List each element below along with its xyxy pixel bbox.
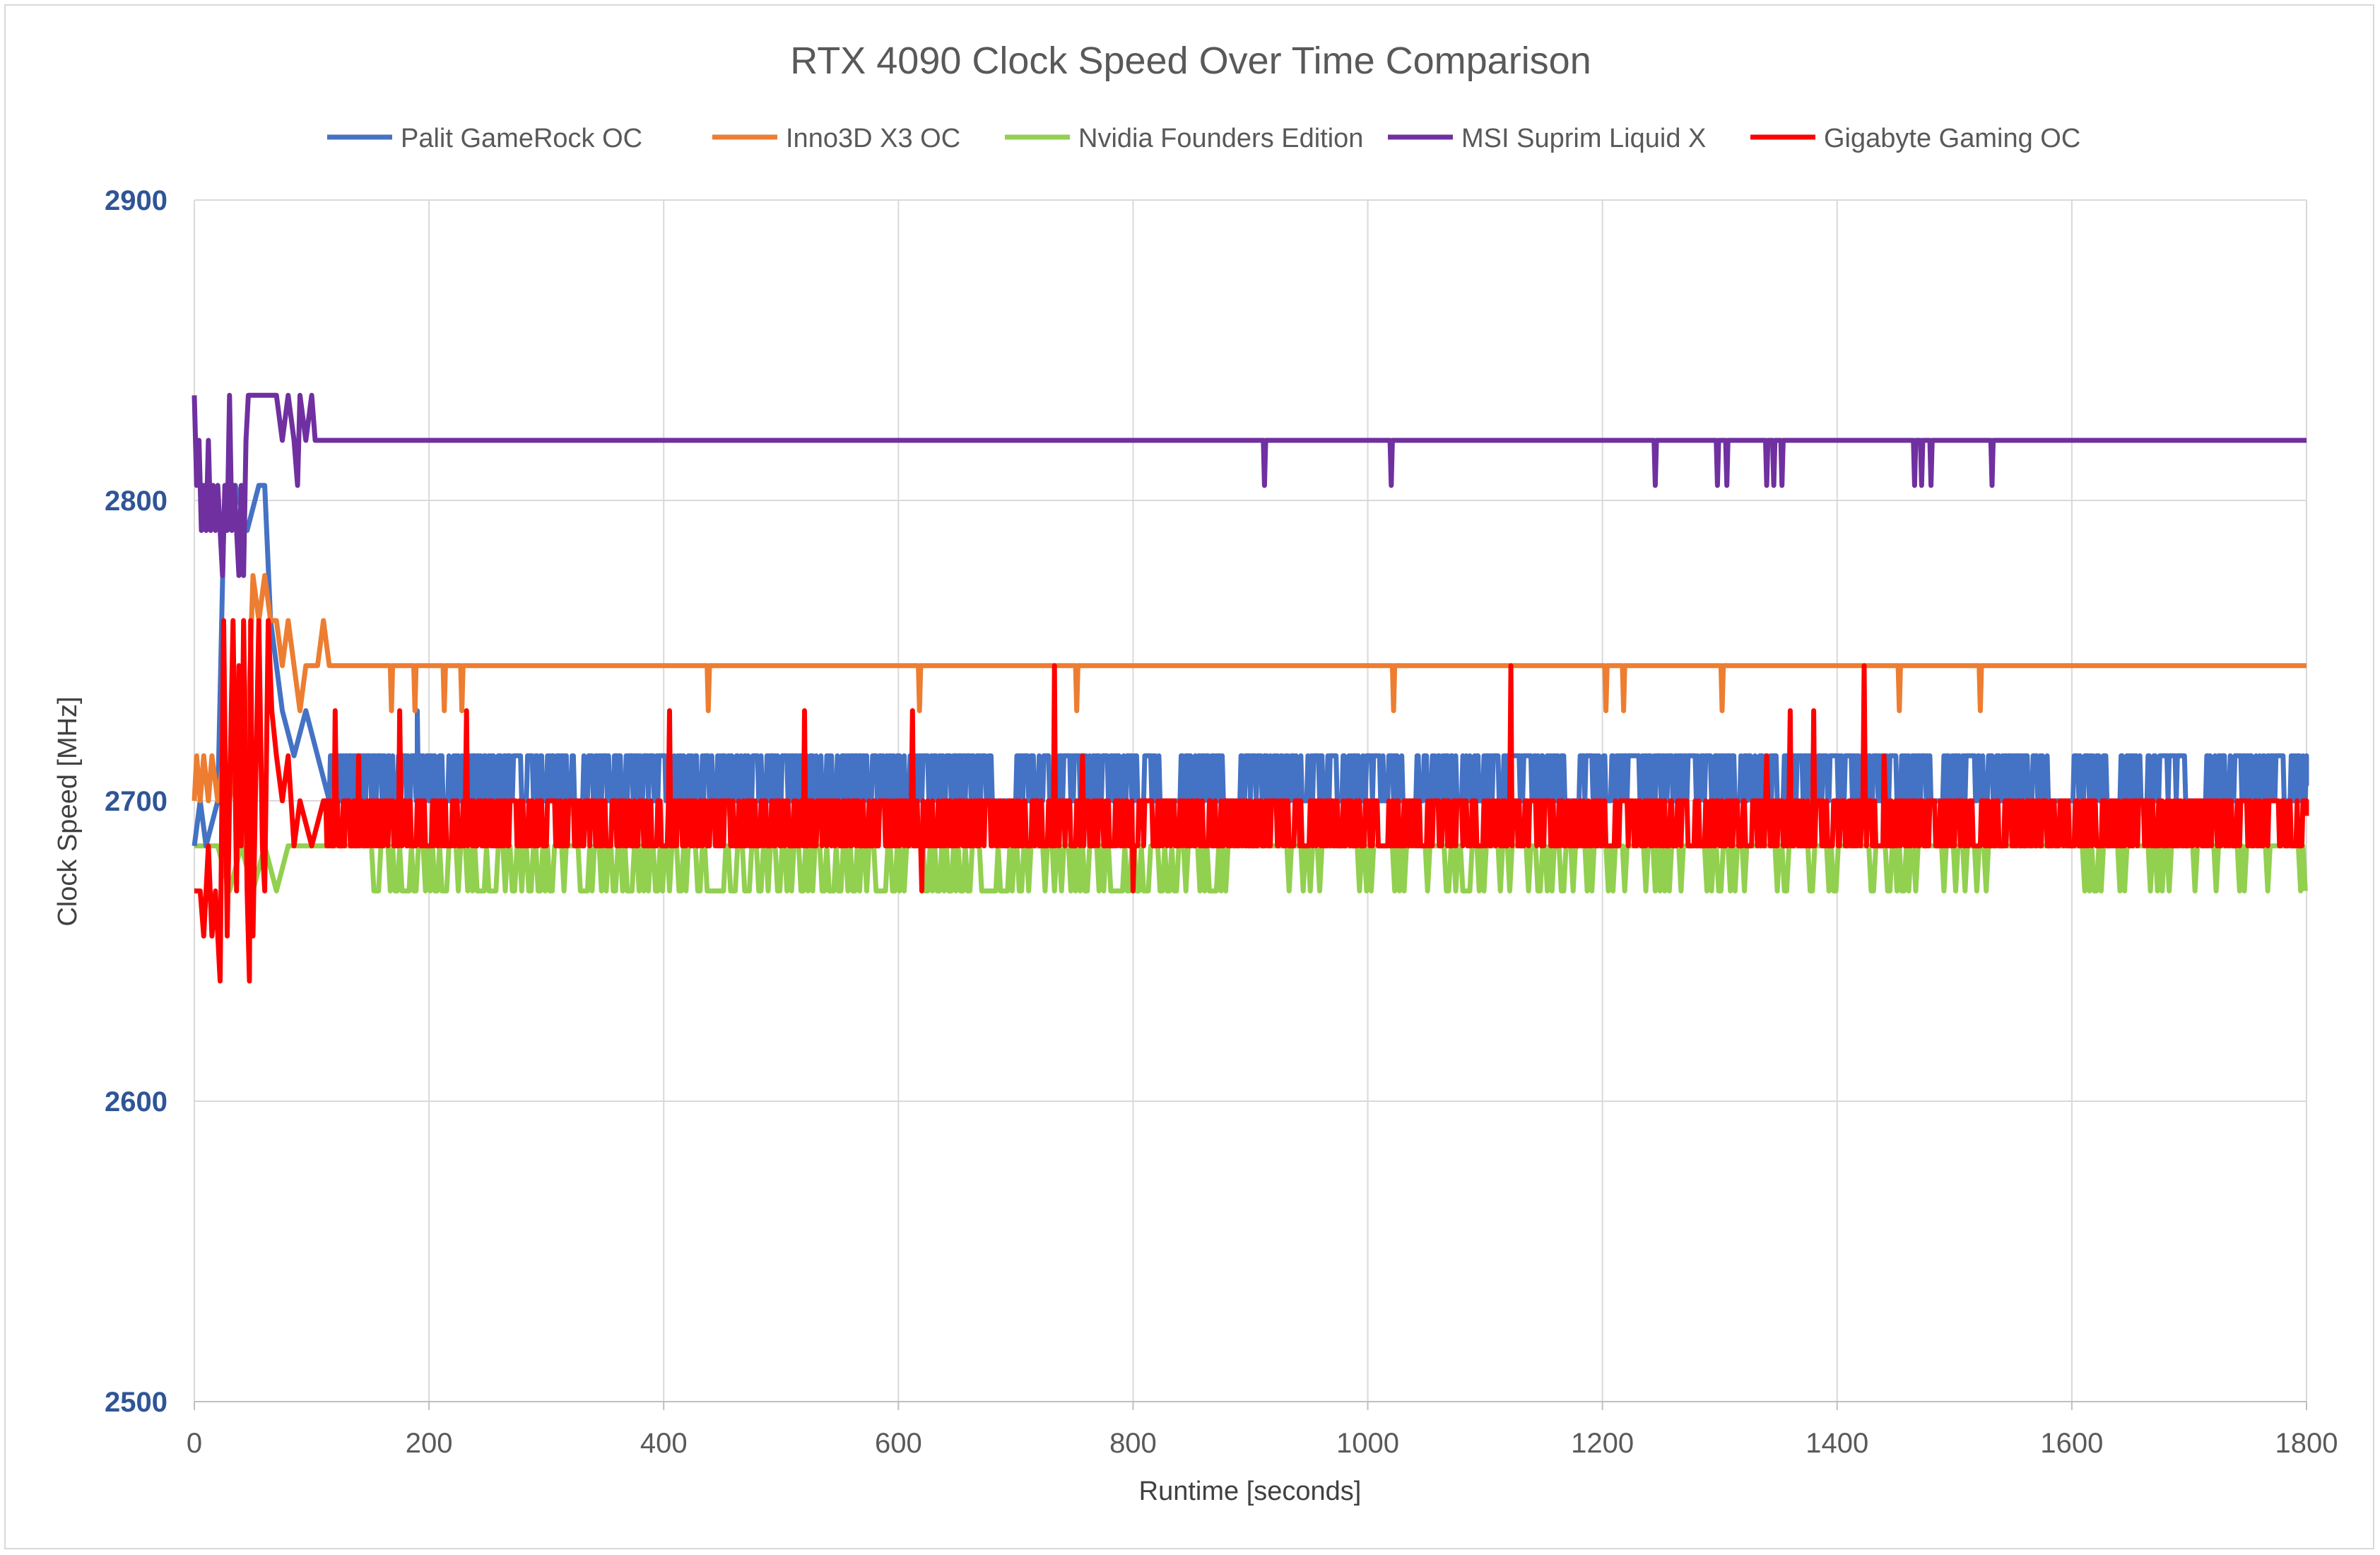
x-tick-label: 0 [187, 1428, 202, 1459]
series-line-nvidia-founders-edition [194, 843, 2308, 893]
series-line-gigabyte-gaming-oc [194, 618, 2309, 984]
legend-label: MSI Suprim Liquid X [1461, 124, 1706, 153]
series-layer [192, 392, 2309, 984]
legend-label: Nvidia Founders Edition [1078, 124, 1363, 153]
legend-label: Gigabyte Gaming OC [1824, 124, 2080, 153]
x-tick-label: 600 [875, 1428, 922, 1459]
y-tick-label: 2600 [105, 1086, 167, 1117]
y-tick-label: 2500 [105, 1387, 167, 1418]
legend: Palit GameRock OC Inno3D X3 OC Nvidia Foun… [327, 124, 2080, 153]
x-tick-label: 1400 [1805, 1428, 1868, 1459]
series-line-inno3d-x3-oc [192, 573, 2308, 804]
y-tick-label: 2900 [105, 185, 167, 216]
chart-title: RTX 4090 Clock Speed Over Time Compariso… [790, 40, 1591, 82]
axis-layer: 2500 2600 2700 2800 2900 0 200 400 600 800 1000 120… [105, 185, 2338, 1459]
y-tick-label: 2700 [105, 786, 167, 817]
x-tick-label: 1000 [1336, 1428, 1399, 1459]
y-axis-label: Clock Speed [MHz] [53, 696, 83, 926]
x-tick-label: 800 [1109, 1428, 1157, 1459]
chart-frame: RTX 4090 Clock Speed Over Time Compariso… [4, 4, 2374, 1549]
x-axis-label: Runtime [seconds] [1139, 1477, 1362, 1506]
x-tick-label: 200 [406, 1428, 453, 1459]
x-tick-label: 400 [640, 1428, 688, 1459]
x-tick-label: 1800 [2275, 1428, 2338, 1459]
legend-label: Palit GameRock OC [401, 124, 642, 153]
series-line-msi-suprim-liquid-x [192, 392, 2308, 578]
x-tick-label: 1200 [1571, 1428, 1634, 1459]
x-tick-label: 1600 [2040, 1428, 2103, 1459]
chart-svg: RTX 4090 Clock Speed Over Time Compariso… [53, 40, 2338, 1506]
y-tick-label: 2800 [105, 486, 167, 517]
legend-label: Inno3D X3 OC [786, 124, 960, 153]
